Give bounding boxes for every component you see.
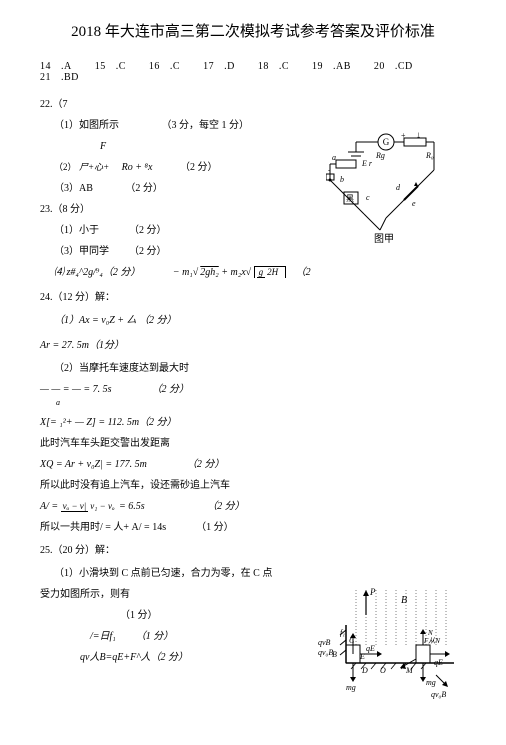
svg-text:b: b — [340, 175, 344, 184]
mcq-17: 17.D — [203, 61, 245, 72]
svg-text:c: c — [366, 193, 370, 202]
q24-txt1: 此时汽车车头距交警出发距离 — [40, 436, 466, 451]
q25-head: 25.（20 分）解： — [40, 543, 466, 558]
svg-text:E r: E r — [361, 159, 373, 168]
svg-text:Rg: Rg — [375, 151, 385, 160]
svg-text:E: E — [359, 652, 365, 661]
q24-l2: （2）当摩托车速度达到最大时 — [54, 361, 466, 376]
svg-text:O: O — [380, 666, 386, 675]
q24-eq1: — — = — = 7. 5s（2 分） a — [40, 382, 466, 409]
svg-text:mg: mg — [426, 678, 436, 687]
svg-text:a: a — [332, 153, 336, 162]
q23-l3: ⑷ z#₄^2g/⁹₄（2 分） − m₁√2gh₂ + m₂x√ g2H （2 — [54, 265, 466, 280]
svg-text:d: d — [396, 183, 401, 192]
mcq-16: 16.C — [149, 61, 190, 72]
svg-text:↓: ↓ — [416, 130, 421, 141]
svg-text:B: B — [401, 595, 407, 606]
svg-text:B: B — [332, 650, 337, 659]
svg-text:图甲: 图甲 — [374, 233, 394, 245]
svg-text:qvB: qvB — [318, 638, 331, 647]
circuit-diagram: G + ↓ R₀ a E r Rg - b c d e 黑 图甲 — [326, 130, 446, 250]
svg-text:黑: 黑 — [346, 194, 354, 203]
svg-text:qE: qE — [434, 658, 443, 667]
svg-text:M: M — [405, 666, 414, 675]
mcq-19: 19.AB — [312, 61, 361, 72]
svg-text:P: P — [369, 587, 376, 597]
q24-xeq: X[= ₁²+ — Z] = 112. 5m（2 分） — [40, 415, 466, 430]
svg-text:G: G — [383, 137, 390, 147]
svg-text:R₀: R₀ — [425, 151, 434, 160]
mcq-20: 20.CD — [374, 61, 423, 72]
q24-txt2: 所以此时没有追上汽车，设还需砂追上汽车 — [40, 478, 466, 493]
q24-txt3: 所以一共用时/ = 人+ A/ = 14s（1 分） — [40, 520, 466, 535]
q22-head: 22.（7 — [40, 97, 466, 112]
svg-text:D: D — [361, 666, 368, 675]
svg-text:F从N: F从N — [423, 637, 440, 645]
q24-ar: Ar = 27. 5m（1分） — [40, 338, 466, 353]
mcq-15: 15.C — [95, 61, 136, 72]
mcq-14: 14.A — [40, 61, 82, 72]
svg-text:qv₀B: qv₀B — [431, 690, 446, 699]
physics-diagram: P B C f₁ mg qE qv₀B B D O M E F从N N qE m… — [316, 585, 456, 715]
svg-text:mg: mg — [346, 683, 356, 692]
svg-text:-: - — [328, 166, 331, 174]
svg-text:e: e — [412, 199, 416, 208]
q25-l1: （1）小滑块到 C 点前已匀速，合力为零，在 C 点 — [54, 566, 466, 581]
svg-text:qE: qE — [366, 644, 375, 653]
svg-text:N: N — [427, 629, 433, 637]
page-title: 2018 年大连市高三第二次模拟考试参考答案及评价标准 — [40, 20, 466, 41]
mcq-21: 21.BD — [40, 72, 89, 83]
svg-text:f₁: f₁ — [340, 628, 345, 637]
mcq-18: 18.C — [258, 61, 299, 72]
q24-head: 24.（12 分）解： — [40, 290, 466, 305]
q24-l1: （1）Ax = v₀Z + 厶 （2 分） — [54, 313, 466, 328]
q24-a2: A/ = vₒ − v|v₁ − vₒ = 6.5s （2 分） — [40, 499, 466, 514]
mcq-answers: 14.A 15.C 16.C 17.D 18.C 19.AB 20.CD 21.… — [40, 61, 466, 83]
q24-xq: XQ = Ar + v₀Z| = 177. 5m（2 分） — [40, 457, 466, 472]
